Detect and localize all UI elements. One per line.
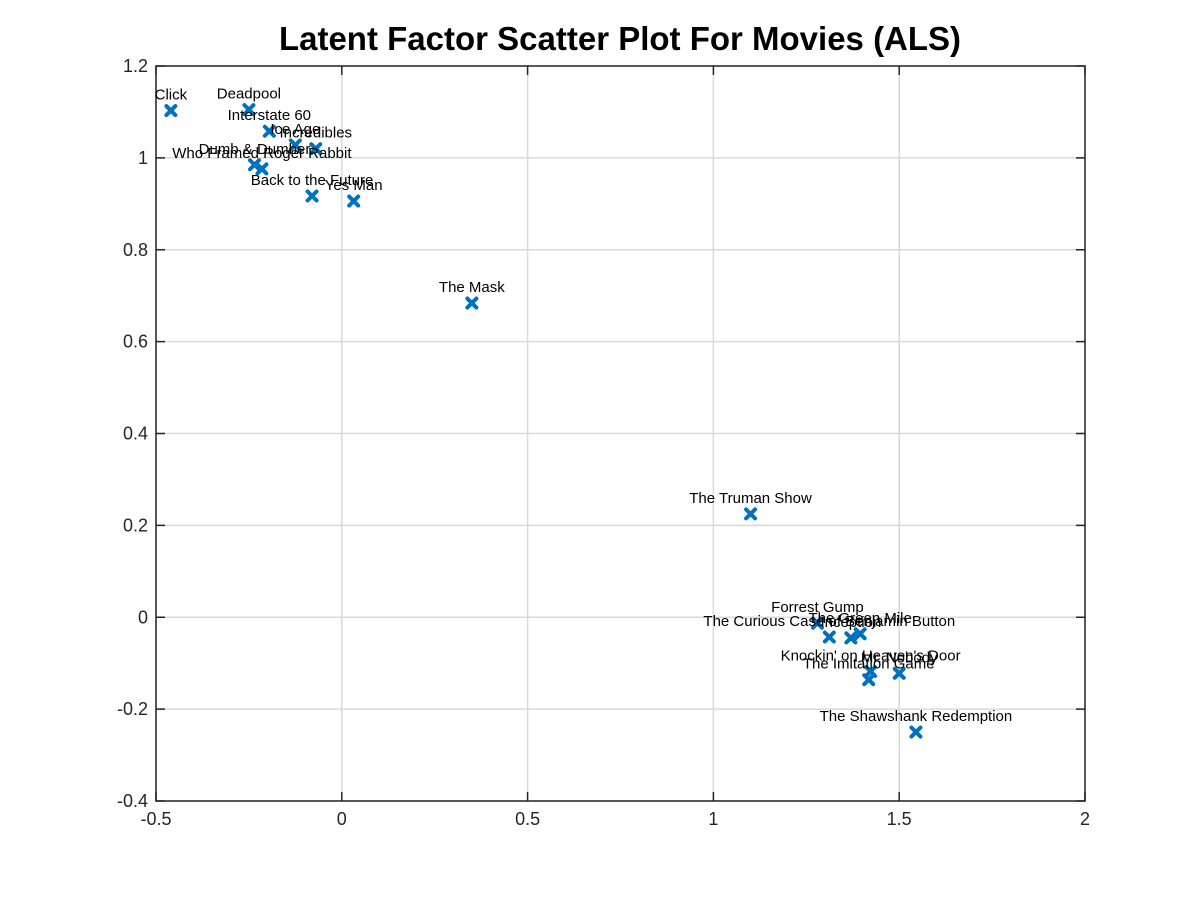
point-label: Dumb & Dumber — [199, 141, 311, 158]
data-point — [744, 507, 758, 521]
point-label: Click — [155, 87, 188, 104]
y-tick-label: -0.2 — [117, 699, 148, 719]
point-label: The Green Mile — [808, 610, 911, 627]
data-point — [909, 725, 923, 739]
data-point — [247, 158, 261, 172]
point-label: The Mask — [439, 279, 505, 296]
chart-title: Latent Factor Scatter Plot For Movies (A… — [278, 20, 962, 57]
x-tick-label: 1 — [708, 809, 718, 829]
data-point — [853, 627, 867, 641]
point-label: Back to the Future — [251, 172, 374, 189]
tick-layer: -0.5 0 0.5 1 1.5 2 -0.4 -0.2 0 0.2 0.4 0.6 0.8 1 1.2 — [117, 56, 1090, 829]
data-point — [810, 616, 824, 630]
data-point — [305, 189, 319, 203]
y-tick-label: 0.2 — [123, 515, 148, 535]
y-tick-label: 1.2 — [123, 56, 148, 76]
point-label: Inception — [820, 614, 881, 631]
point-layer — [164, 103, 923, 739]
x-tick-label: 0.5 — [515, 809, 540, 829]
data-point — [288, 138, 302, 152]
point-label: The Shawshank Redemption — [820, 708, 1013, 725]
point-label: Mr. Nobody — [861, 649, 938, 666]
point-label: The Truman Show — [689, 490, 812, 507]
data-point — [309, 142, 323, 156]
y-tick-label: 1 — [138, 148, 148, 168]
point-label: Knockin' on Heaven's Door — [781, 647, 961, 664]
data-point — [255, 162, 269, 176]
data-point — [347, 194, 361, 208]
data-point — [465, 296, 479, 310]
x-tick-label: 2 — [1080, 809, 1090, 829]
data-point — [242, 103, 256, 117]
y-tick-label: 0 — [138, 607, 148, 627]
point-label: Who Framed Roger Rabbit — [172, 145, 352, 162]
data-point — [892, 666, 906, 680]
point-label: The Curious Case of Benjamin Button — [703, 613, 955, 630]
point-label: Ice Age — [270, 121, 320, 138]
data-point — [822, 630, 836, 644]
y-tick-label: 0.8 — [123, 240, 148, 260]
point-label: Forrest Gump — [771, 599, 864, 616]
y-tick-label: -0.4 — [117, 791, 148, 811]
point-label: The Imitation Game — [803, 656, 935, 673]
x-tick-label: 1.5 — [887, 809, 912, 829]
data-point — [862, 673, 876, 687]
point-label: Yes Man — [325, 177, 383, 194]
point-label: Deadpool — [217, 86, 281, 103]
data-point — [164, 104, 178, 118]
point-label: Incredibles — [280, 125, 353, 142]
y-tick-label: 0.6 — [123, 332, 148, 352]
data-point — [844, 631, 858, 645]
data-point — [262, 124, 276, 138]
x-tick-label: 0 — [337, 809, 347, 829]
y-tick-label: 0.4 — [123, 424, 148, 444]
x-tick-label: -0.5 — [140, 809, 171, 829]
point-label: Interstate 60 — [228, 107, 311, 124]
